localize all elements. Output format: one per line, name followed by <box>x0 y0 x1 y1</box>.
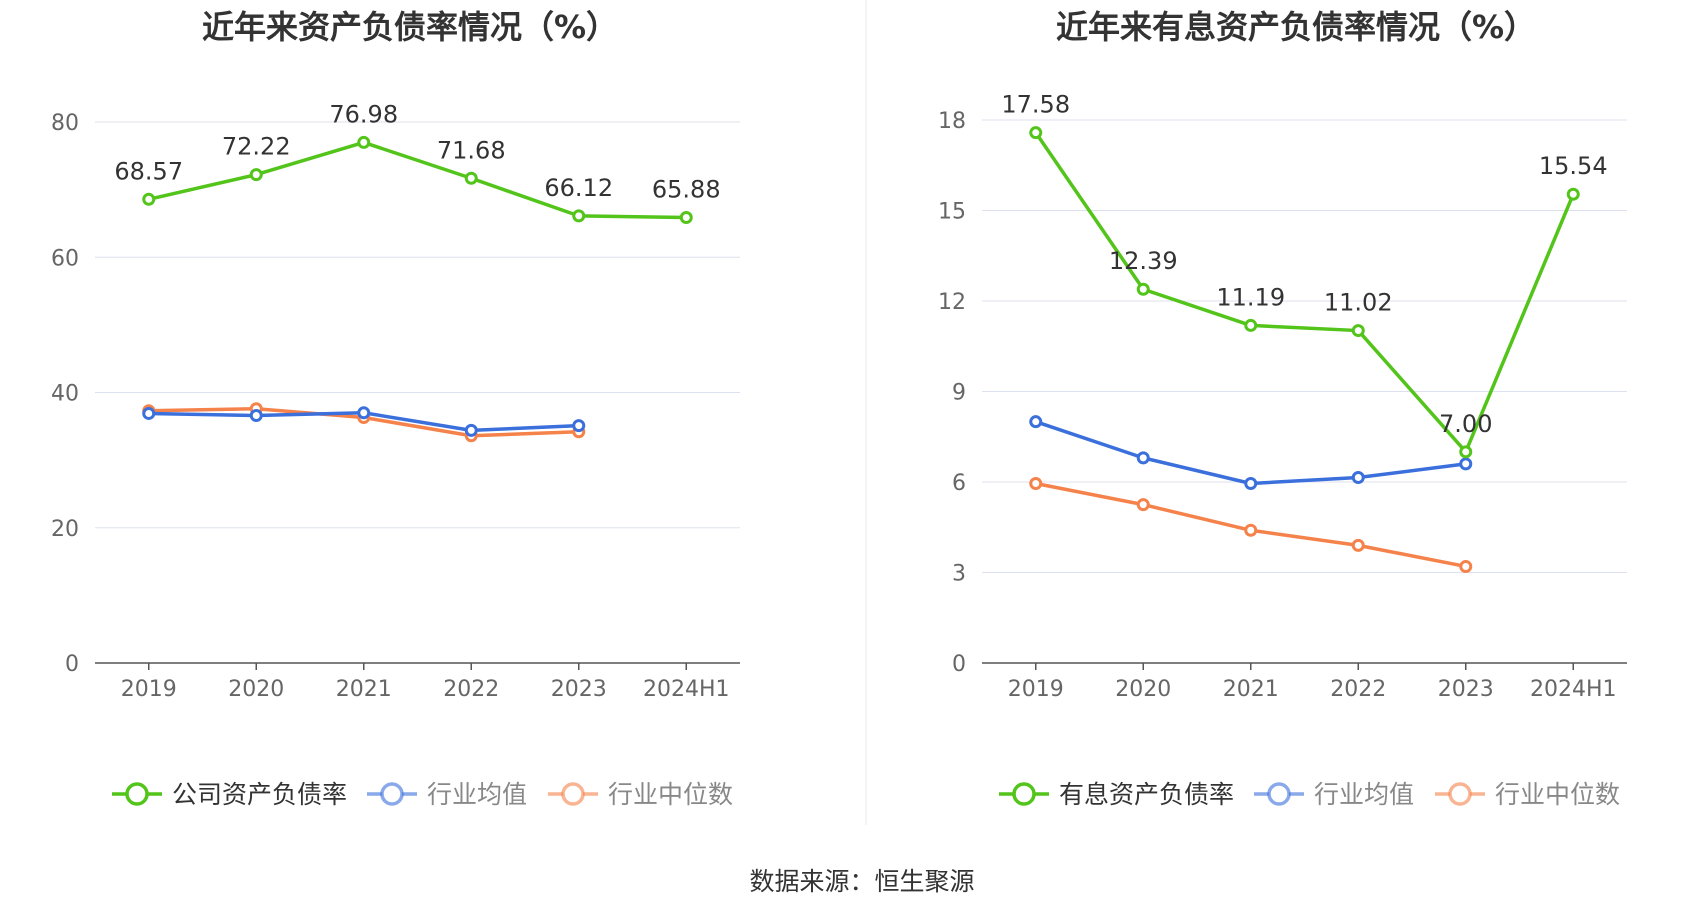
data-label: 15.54 <box>1539 152 1608 180</box>
data-label: 71.68 <box>437 136 506 164</box>
y-tick-label: 18 <box>938 109 966 134</box>
chart-title: 近年来有息资产负债率情况（%） <box>1056 8 1536 46</box>
data-point <box>1351 538 1365 552</box>
y-tick-label: 0 <box>952 652 966 677</box>
legend-label: 有息资产负债率 <box>1059 780 1234 809</box>
data-label: 11.19 <box>1216 283 1285 311</box>
legend-item-3: 行业中位数 <box>548 780 733 809</box>
legend-marker-icon <box>1267 782 1291 806</box>
data-point <box>572 209 586 223</box>
y-tick-label: 3 <box>952 562 966 587</box>
legend-label: 公司资产负债率 <box>172 780 347 809</box>
legend-marker-icon <box>380 782 404 806</box>
y-tick-label: 9 <box>952 381 966 406</box>
data-point <box>1351 324 1365 338</box>
legend-marker-icon <box>1448 782 1472 806</box>
data-point <box>572 419 586 433</box>
data-label: 11.02 <box>1324 289 1393 317</box>
data-source: 数据来源：恒生聚源 <box>749 867 974 896</box>
x-tick-label: 2024H1 <box>1530 677 1617 702</box>
data-point <box>464 423 478 437</box>
legend-item-1: 有息资产负债率 <box>999 780 1234 809</box>
y-tick-label: 0 <box>65 652 79 677</box>
y-tick-label: 60 <box>51 246 79 271</box>
data-point <box>1459 559 1473 573</box>
data-point <box>1244 523 1258 537</box>
x-tick-label: 2019 <box>1008 677 1064 702</box>
data-label: 76.98 <box>329 100 398 128</box>
data-point <box>1459 445 1473 459</box>
series-line-1 <box>1034 131 1575 454</box>
data-label: 66.12 <box>544 174 613 202</box>
data-point <box>357 406 371 420</box>
x-tick-label: 2021 <box>1223 677 1279 702</box>
y-tick-label: 15 <box>938 200 966 225</box>
legend-label: 行业均值 <box>1314 780 1414 809</box>
data-label: 65.88 <box>652 175 721 203</box>
data-point <box>1029 415 1043 429</box>
data-label: 68.57 <box>114 157 183 185</box>
y-tick-label: 6 <box>952 471 966 496</box>
data-point <box>1566 187 1580 201</box>
legend-item-2: 行业均值 <box>1254 780 1414 809</box>
data-point <box>1136 451 1150 465</box>
legend-label: 行业均值 <box>427 780 527 809</box>
data-point <box>357 135 371 149</box>
legend-marker-icon <box>1012 782 1036 806</box>
x-tick-label: 2022 <box>1330 677 1386 702</box>
y-tick-label: 40 <box>51 382 79 407</box>
data-point <box>249 168 263 182</box>
data-label: 7.00 <box>1439 410 1492 438</box>
data-point <box>464 171 478 185</box>
legend-label: 行业中位数 <box>1495 780 1620 809</box>
data-point <box>1244 477 1258 491</box>
legend-marker-icon <box>561 782 585 806</box>
x-tick-label: 2023 <box>551 677 607 702</box>
x-tick-label: 2020 <box>228 677 284 702</box>
x-tick-label: 2022 <box>443 677 499 702</box>
data-point <box>1136 282 1150 296</box>
data-label: 12.39 <box>1109 247 1178 275</box>
data-point <box>142 406 156 420</box>
legend-item-3: 行业中位数 <box>1435 780 1620 809</box>
data-point <box>249 408 263 422</box>
data-point <box>1351 470 1365 484</box>
data-point <box>142 192 156 206</box>
legend-item-2: 行业均值 <box>367 780 527 809</box>
data-point <box>1244 318 1258 332</box>
y-tick-label: 80 <box>51 111 79 136</box>
y-tick-label: 20 <box>51 517 79 542</box>
x-tick-label: 2024H1 <box>643 677 730 702</box>
data-label: 72.22 <box>222 133 291 161</box>
y-tick-label: 12 <box>938 290 966 315</box>
series-line-2 <box>1035 420 1466 486</box>
data-point <box>1029 126 1043 140</box>
data-point <box>679 210 693 224</box>
data-point <box>1136 498 1150 512</box>
x-tick-label: 2020 <box>1115 677 1171 702</box>
series-line-1 <box>148 140 687 220</box>
data-point <box>1459 457 1473 471</box>
legend-item-1: 公司资产负债率 <box>112 780 347 809</box>
data-point <box>1029 477 1043 491</box>
chart-panel-1: 近年来资产负债率情况（%） 0 20 40 60 80 2019 2020 2021 2022 20… <box>51 8 740 809</box>
x-tick-label: 2023 <box>1438 677 1494 702</box>
legend-marker-icon <box>125 782 149 806</box>
data-label: 17.58 <box>1001 91 1070 119</box>
chart-panel-2: 近年来有息资产负债率情况（%） 0 3 6 9 12 15 18 2019 2020 2021 202… <box>938 8 1627 809</box>
x-tick-label: 2019 <box>121 677 177 702</box>
x-tick-label: 2021 <box>336 677 392 702</box>
chart-title: 近年来资产负债率情况（%） <box>202 8 618 46</box>
legend-label: 行业中位数 <box>608 780 733 809</box>
